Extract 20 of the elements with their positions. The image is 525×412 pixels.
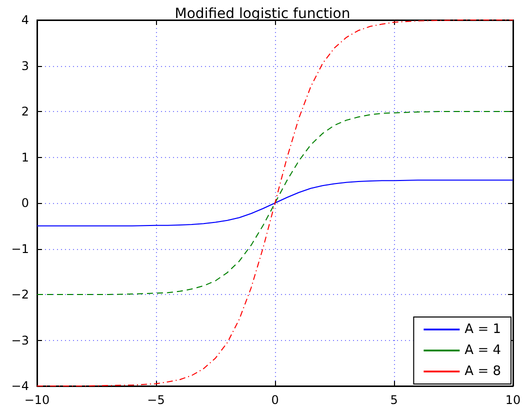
legend-label: A = 1 xyxy=(464,322,502,337)
y-tick-label: −1 xyxy=(11,242,29,256)
x-tick-label: 0 xyxy=(271,393,279,407)
line-series xyxy=(36,180,514,226)
y-tick-label: 1 xyxy=(21,150,29,164)
y-tick-label: −4 xyxy=(11,379,29,393)
y-tick-label: −3 xyxy=(11,333,29,348)
x-tick-label: −5 xyxy=(147,393,165,407)
y-tick-label: 0 xyxy=(21,196,29,210)
y-tick-label: 3 xyxy=(21,58,29,73)
chart-title: Modified logistic function xyxy=(174,6,350,22)
y-tick-label: −2 xyxy=(11,288,29,302)
legend-label: A = 8 xyxy=(464,364,502,379)
x-tick-label: 5 xyxy=(390,393,398,407)
x-tick-label: −10 xyxy=(24,393,50,407)
legend-label: A = 4 xyxy=(464,343,502,358)
y-tick-label: 4 xyxy=(21,13,29,27)
x-tick-label: 10 xyxy=(505,393,521,407)
line-series xyxy=(36,20,514,386)
y-tick-label: 2 xyxy=(21,104,29,118)
